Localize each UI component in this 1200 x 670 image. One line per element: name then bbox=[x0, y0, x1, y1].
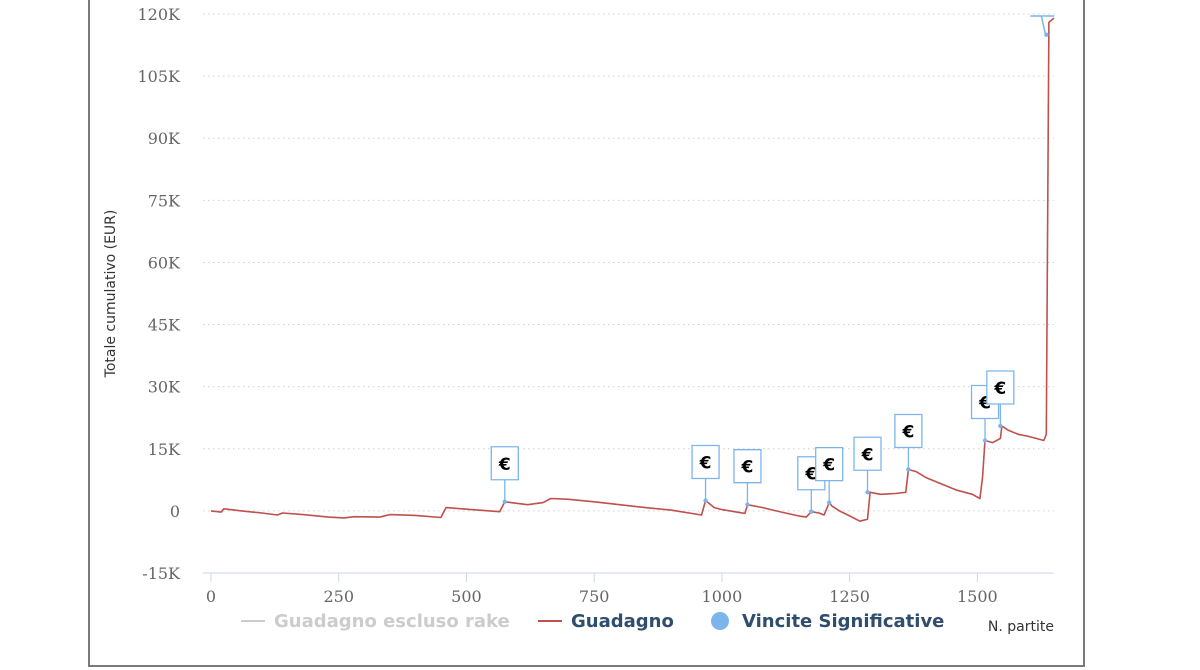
legend-label: Guadagno escluso rake bbox=[274, 611, 510, 632]
win-point bbox=[865, 490, 870, 495]
chart-frame bbox=[88, 0, 1085, 667]
x-tick-label: 0 bbox=[206, 587, 216, 606]
x-tick-label: 250 bbox=[323, 587, 354, 606]
x-tick-label: 500 bbox=[451, 587, 482, 606]
significant-wins-flags[interactable]: € € € € €€€€€ bbox=[490, 15, 1055, 514]
win-flag-label: € bbox=[993, 379, 1006, 399]
series-line-guadagno bbox=[210, 17, 1055, 522]
win-flag-label: € bbox=[699, 454, 712, 474]
win-flag[interactable]: € bbox=[815, 446, 844, 505]
win-flag-label: € bbox=[804, 465, 817, 485]
y-tick-label: 90K bbox=[148, 129, 181, 148]
win-flag[interactable]: € bbox=[894, 413, 923, 472]
win-flag-shape bbox=[853, 436, 882, 493]
win-flag-shape bbox=[1030, 15, 1055, 34]
win-flag[interactable]: € bbox=[733, 449, 762, 507]
y-tick-label: 30K bbox=[148, 378, 181, 397]
win-flag[interactable] bbox=[1030, 15, 1055, 37]
y-tick-label: 45K bbox=[148, 316, 181, 335]
win-flag-label: € bbox=[861, 445, 874, 465]
win-point bbox=[982, 438, 988, 443]
grid-lines bbox=[203, 13, 1054, 512]
win-flag[interactable]: € bbox=[490, 446, 519, 504]
win-flag-shape bbox=[986, 370, 1015, 427]
win-flag-label: € bbox=[901, 422, 914, 442]
win-flag-label: € bbox=[822, 456, 835, 476]
y-axis-title: Totale cumulativo (EUR) bbox=[103, 210, 119, 379]
win-point bbox=[703, 498, 708, 503]
win-flag-shape bbox=[894, 413, 923, 470]
x-tick-label: 1250 bbox=[829, 587, 870, 606]
y-tick-label: 15K bbox=[148, 440, 181, 459]
y-tick-label: -15K bbox=[142, 564, 181, 583]
win-flag-label: € bbox=[498, 455, 511, 475]
x-tick-label: 750 bbox=[579, 587, 610, 606]
win-point bbox=[809, 509, 814, 514]
win-point bbox=[998, 423, 1003, 429]
x-axis: 0 250 500 750 1000 1250 1500 bbox=[203, 572, 1054, 606]
win-flag-shape bbox=[733, 449, 762, 505]
win-flag-label: € bbox=[741, 458, 754, 478]
series-layer bbox=[210, 17, 1055, 522]
win-flag[interactable]: € bbox=[853, 436, 882, 495]
y-axis-ticks: -15K 0 15K 30K 45K 60K 75K 90K 105K 120K bbox=[138, 5, 182, 583]
win-flag[interactable]: € bbox=[691, 444, 720, 503]
x-tick-label: 1000 bbox=[702, 587, 743, 606]
legend-circle-symbol bbox=[711, 612, 729, 630]
legend-label: Vincite Significative bbox=[742, 611, 944, 632]
legend: Guadagno escluso rake Guadagno Vincite Sig… bbox=[241, 611, 944, 632]
y-tick-label: 75K bbox=[148, 191, 181, 210]
legend-label: Guadagno bbox=[571, 611, 674, 632]
y-tick-label: 0 bbox=[170, 502, 180, 521]
win-flag-shape bbox=[691, 444, 720, 501]
win-flag[interactable]: € bbox=[986, 370, 1015, 429]
legend-item[interactable]: Vincite Significative bbox=[711, 611, 944, 632]
legend-item[interactable]: Guadagno escluso rake bbox=[241, 611, 510, 632]
legend-item[interactable]: Guadagno bbox=[538, 611, 674, 632]
y-tick-label: 105K bbox=[138, 67, 182, 86]
x-tick-label: 1500 bbox=[957, 587, 998, 606]
x-axis-title: N. partite bbox=[988, 619, 1054, 635]
win-flag-shape bbox=[815, 446, 844, 503]
y-tick-label: 120K bbox=[138, 5, 182, 24]
win-point bbox=[1044, 32, 1049, 37]
win-point bbox=[827, 500, 832, 505]
win-point bbox=[745, 502, 750, 507]
win-point bbox=[502, 499, 507, 504]
y-tick-label: 60K bbox=[148, 253, 181, 272]
win-point bbox=[906, 467, 911, 472]
win-flag-shape bbox=[490, 446, 519, 502]
